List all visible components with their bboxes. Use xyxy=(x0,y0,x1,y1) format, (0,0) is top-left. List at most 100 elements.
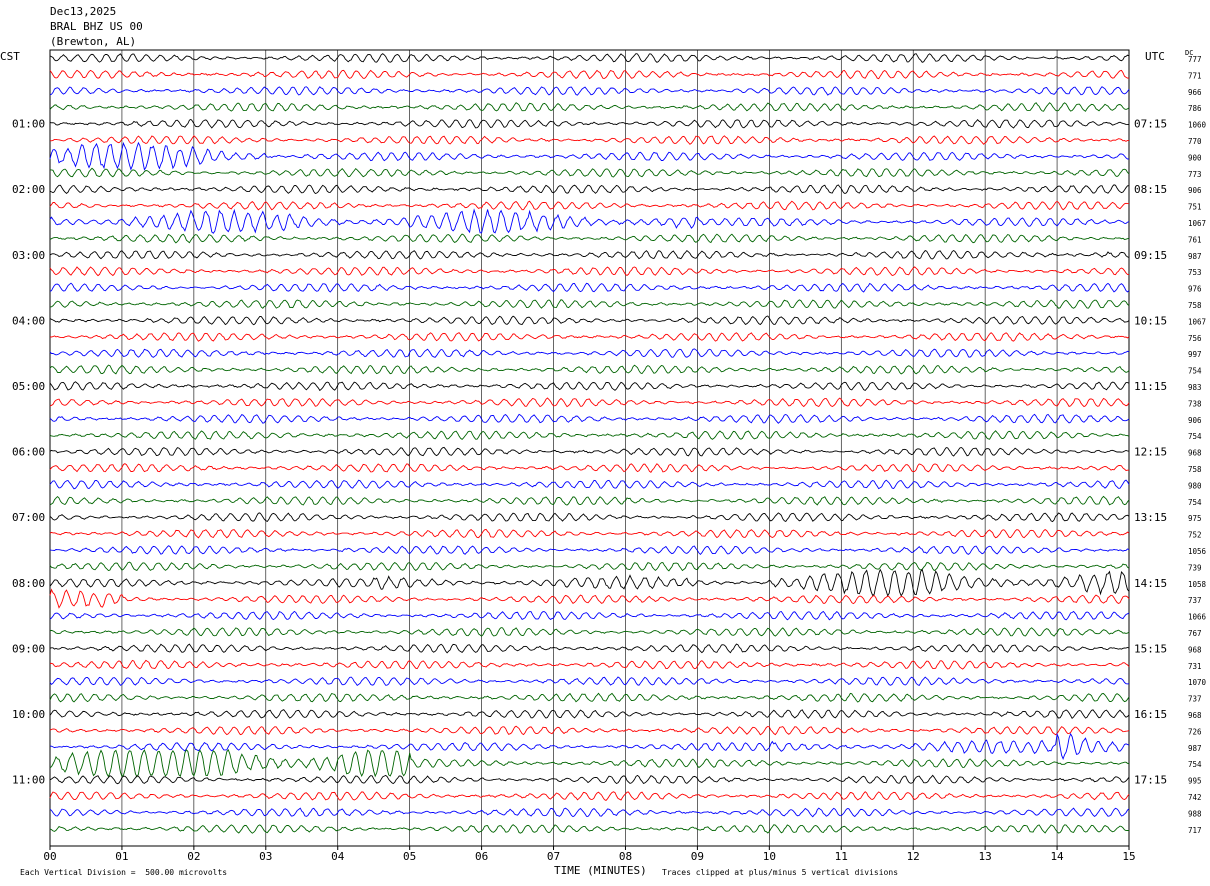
trace-line xyxy=(49,381,1130,392)
trace-line xyxy=(49,413,1130,424)
dc-offset-label: 975 xyxy=(1188,514,1202,523)
left-time-label: 06:00 xyxy=(12,446,45,459)
trace-line xyxy=(49,184,1130,195)
left-time-label: 08:00 xyxy=(12,577,45,590)
dc-offset-label: 758 xyxy=(1188,465,1202,474)
dc-offset-label: 1070 xyxy=(1188,678,1207,687)
dc-offset-label: 754 xyxy=(1188,367,1202,376)
right-time-label: 17:15 xyxy=(1134,774,1167,787)
left-time-label: 02:00 xyxy=(12,183,45,196)
right-time-label: 09:15 xyxy=(1134,249,1167,262)
dc-offset-label: 968 xyxy=(1188,645,1202,654)
dc-offset-label: 777 xyxy=(1188,55,1202,64)
clip-note: Traces clipped at plus/minus 5 vertical … xyxy=(662,868,899,877)
trace-line xyxy=(49,397,1130,408)
left-timezone-label: CST xyxy=(0,50,20,63)
vertical-grid xyxy=(49,49,1130,847)
right-time-label: 11:15 xyxy=(1134,380,1167,393)
dc-offset-label: 726 xyxy=(1188,727,1202,736)
trace-line xyxy=(49,69,1130,80)
trace-line xyxy=(49,709,1130,720)
dc-offset-label: 752 xyxy=(1188,531,1202,540)
trace-line xyxy=(50,167,1130,178)
right-time-label: 15:15 xyxy=(1134,642,1167,655)
dc-offset-label: 968 xyxy=(1188,449,1202,458)
trace-line xyxy=(49,774,1130,785)
dc-offset-label: 738 xyxy=(1188,399,1202,408)
x-tick-label: 14 xyxy=(1050,850,1064,863)
left-time-label: 09:00 xyxy=(12,642,45,655)
trace-line xyxy=(49,249,1130,260)
trace-line xyxy=(49,545,1130,556)
trace-line xyxy=(49,479,1130,490)
x-tick-label: 08 xyxy=(619,850,632,863)
dc-offset-label: 753 xyxy=(1188,268,1202,277)
dc-offset-label: 731 xyxy=(1188,662,1202,671)
dc-offset-label: 1067 xyxy=(1188,317,1206,326)
trace-line xyxy=(49,118,1130,129)
trace-line xyxy=(49,659,1130,670)
dc-offset-label: 1066 xyxy=(1188,613,1207,622)
trace-group xyxy=(49,53,1130,834)
trace-line xyxy=(49,332,1130,342)
left-time-label: 01:00 xyxy=(12,118,45,131)
right-time-label: 12:15 xyxy=(1134,446,1167,459)
left-time-label: 03:00 xyxy=(12,249,45,262)
trace-line xyxy=(49,627,1130,637)
dc-offset-label: 754 xyxy=(1188,432,1202,441)
x-tick-label: 10 xyxy=(763,850,776,863)
dc-offset-label: 988 xyxy=(1188,809,1202,818)
dc-offset-label: 968 xyxy=(1188,711,1202,720)
dc-offset-label: 754 xyxy=(1188,498,1202,507)
x-tick-label: 01 xyxy=(115,850,128,863)
dc-offset-label: 739 xyxy=(1188,563,1202,572)
x-tick-label: 11 xyxy=(835,850,848,863)
x-tick-label: 12 xyxy=(907,850,920,863)
dc-offset-label: 767 xyxy=(1188,629,1202,638)
x-tick-labels: 00 01 02 03 04 05 06 07 08 09 10 11 12 13 14 15 xyxy=(43,846,1136,863)
right-timezone-label: UTC xyxy=(1145,50,1165,63)
dc-offset-label: 987 xyxy=(1188,744,1202,753)
header-date: Dec13,2025 xyxy=(50,5,117,18)
trace-line xyxy=(49,732,1130,761)
plot-frame xyxy=(49,49,1130,847)
right-time-label: 10:15 xyxy=(1134,314,1167,327)
dc-offset-label: 737 xyxy=(1188,596,1202,605)
dc-offset-label: 980 xyxy=(1188,481,1202,490)
trace-line xyxy=(49,568,1130,598)
dc-offset-label: 995 xyxy=(1188,777,1202,786)
right-time-label: 07:15 xyxy=(1134,118,1167,131)
dc-offset-label: 754 xyxy=(1188,760,1202,769)
trace-line xyxy=(49,791,1130,801)
trace-line xyxy=(49,208,1130,234)
left-time-label: 05:00 xyxy=(12,380,45,393)
dc-offset-label: 737 xyxy=(1188,695,1202,704)
x-tick-label: 00 xyxy=(43,850,56,863)
x-tick-label: 09 xyxy=(691,850,704,863)
trace-line xyxy=(49,748,1130,778)
trace-line xyxy=(49,446,1130,457)
x-tick-label: 06 xyxy=(475,850,488,863)
dc-offset-label: 987 xyxy=(1188,252,1202,261)
x-axis-title: TIME (MINUTES) xyxy=(554,864,647,877)
trace-line xyxy=(49,676,1130,687)
dc-offset-label: 983 xyxy=(1188,383,1202,392)
x-tick-label: 03 xyxy=(259,850,272,863)
dc-offset-label: 761 xyxy=(1188,235,1202,244)
trace-line xyxy=(49,348,1130,358)
x-tick-label: 04 xyxy=(331,850,345,863)
header-station: BRAL BHZ US 00 xyxy=(50,20,143,33)
trace-line xyxy=(49,102,1130,112)
x-tick-label: 07 xyxy=(547,850,560,863)
dc-offset-label: 1067 xyxy=(1188,219,1206,228)
dc-offset-label: 1058 xyxy=(1188,580,1207,589)
left-time-label: 04:00 xyxy=(12,314,45,327)
trace-line xyxy=(49,807,1130,818)
dc-offset-label: 770 xyxy=(1188,137,1202,146)
right-time-labels: 07:15 08:15 09:15 10:15 11:15 12:15 13:15 14:15… xyxy=(1134,118,1167,787)
trace-line xyxy=(49,315,1130,326)
x-tick-label: 02 xyxy=(187,850,200,863)
dc-offset-label: 966 xyxy=(1188,88,1202,97)
dc-column-label: DC xyxy=(1185,49,1194,57)
